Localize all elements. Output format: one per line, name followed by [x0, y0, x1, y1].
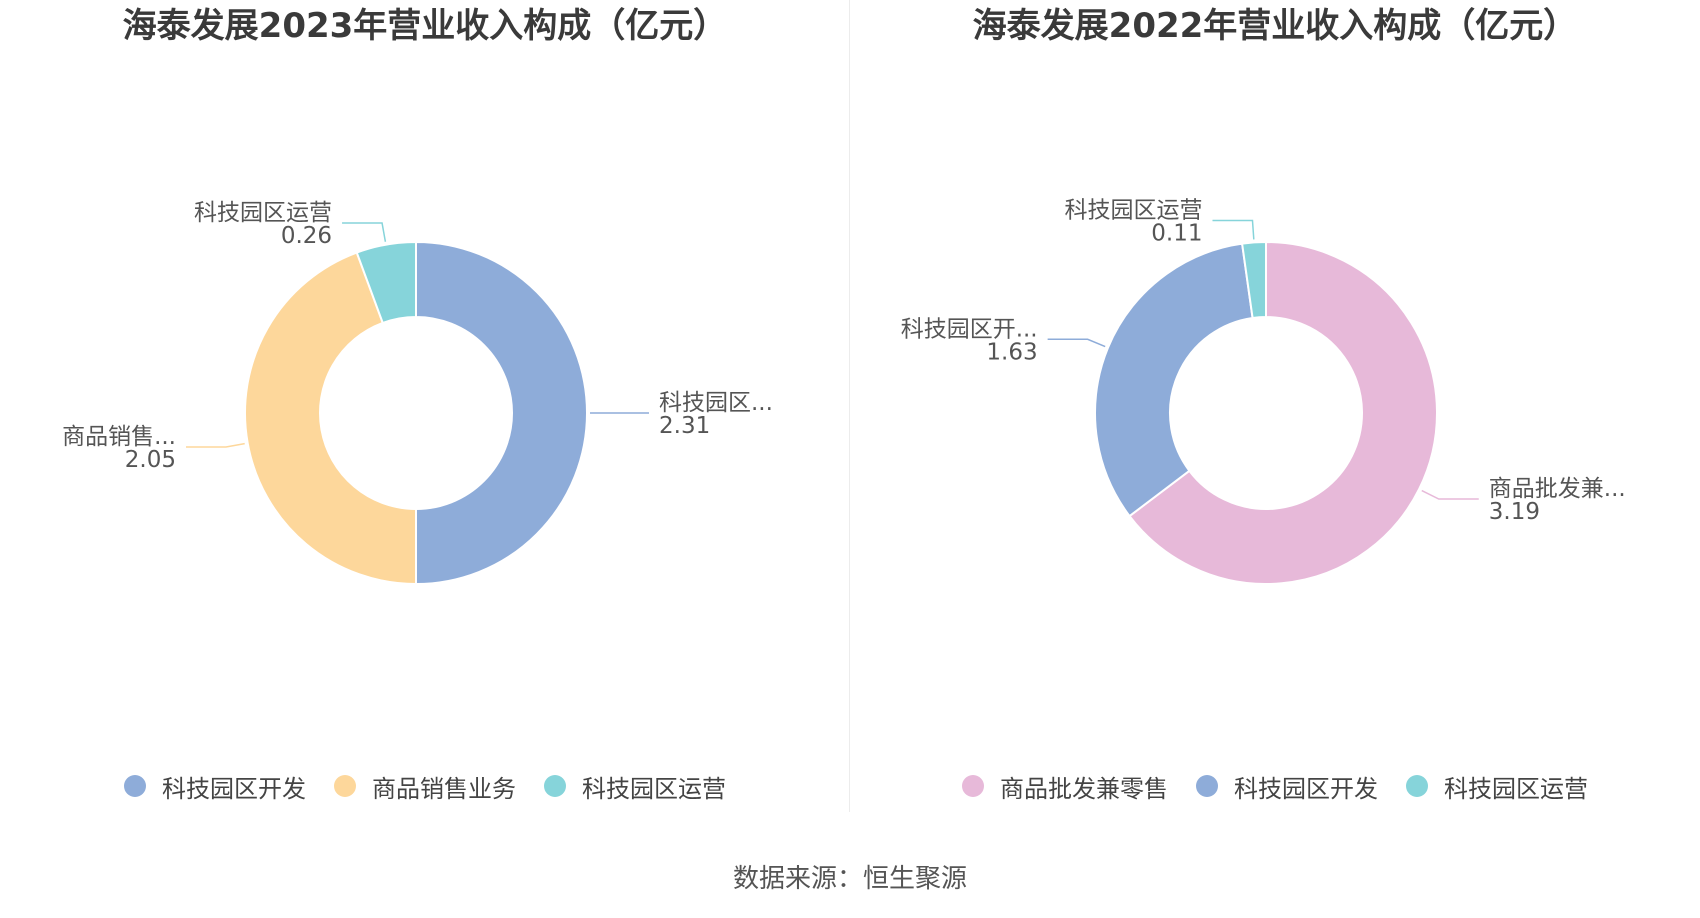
legend-marker: [334, 775, 356, 797]
chart-panel-2022: 海泰发展2022年营业收入构成（亿元） 商品批发兼... 3.19 科技园区开...…: [850, 0, 1700, 820]
legend-label: 科技园区运营: [582, 774, 726, 803]
slice-value-label: 2.05: [125, 447, 176, 473]
label-leader-line: [1212, 219, 1255, 240]
panel-divider: [849, 0, 850, 812]
legend-item[interactable]: 商品批发兼零售: [962, 769, 1168, 804]
data-source: 数据来源：恒生聚源: [732, 864, 967, 894]
slice-value-label: 0.11: [1151, 220, 1202, 246]
label-leader-line: [1047, 338, 1106, 348]
slice-label: 科技园区运营: [1064, 197, 1202, 223]
legend-label: 科技园区开发: [162, 774, 306, 803]
chart-panel-2023: 海泰发展2023年营业收入构成（亿元） 科技园区... 2.31 商品销售... 2.…: [0, 0, 850, 820]
legend-item[interactable]: 商品销售业务: [334, 769, 516, 804]
slice-label: 科技园区开...: [901, 316, 1038, 342]
slice-label: 科技园区...: [659, 390, 773, 416]
legend-label: 商品销售业务: [372, 774, 516, 803]
chart-title: 海泰发展2022年营业收入构成（亿元）: [972, 6, 1578, 46]
slice-label: 商品批发兼...: [1489, 476, 1626, 502]
legend-item[interactable]: 科技园区开发: [1196, 769, 1378, 804]
legend-item[interactable]: 科技园区开发: [124, 769, 306, 804]
legend-marker: [1196, 775, 1218, 797]
donut-slice[interactable]: [244, 251, 417, 586]
slice-label: 商品销售...: [62, 424, 176, 450]
donut-slice[interactable]: [355, 240, 417, 325]
legend-marker: [124, 775, 146, 797]
legend-item[interactable]: 科技园区运营: [1406, 769, 1588, 804]
label-leader-line: [342, 222, 387, 242]
chart-title: 海泰发展2023年营业收入构成（亿元）: [122, 6, 728, 46]
slice-label: 科技园区运营: [194, 200, 332, 226]
donut-slice[interactable]: [1094, 242, 1254, 518]
legend-marker: [962, 775, 984, 797]
legend-label: 科技园区开发: [1234, 774, 1378, 803]
donut-slice[interactable]: [1240, 240, 1267, 320]
legend: 科技园区开发 商品销售业务 科技园区运营: [0, 768, 850, 804]
donut-slice[interactable]: [1128, 240, 1438, 585]
legend-item[interactable]: 科技园区运营: [544, 769, 726, 804]
legend-marker: [544, 775, 566, 797]
legend-label: 科技园区运营: [1444, 774, 1588, 803]
label-leader-line: [1421, 489, 1479, 500]
legend-marker: [1406, 775, 1428, 797]
slice-value-label: 1.63: [986, 339, 1037, 365]
donut-slice[interactable]: [415, 240, 588, 586]
label-leader-line: [186, 442, 245, 448]
slice-value-label: 0.26: [281, 223, 332, 249]
legend: 商品批发兼零售 科技园区开发 科技园区运营: [850, 768, 1700, 804]
legend-label: 商品批发兼零售: [1000, 774, 1168, 803]
slice-value-label: 3.19: [1489, 499, 1540, 525]
slice-value-label: 2.31: [659, 413, 710, 439]
